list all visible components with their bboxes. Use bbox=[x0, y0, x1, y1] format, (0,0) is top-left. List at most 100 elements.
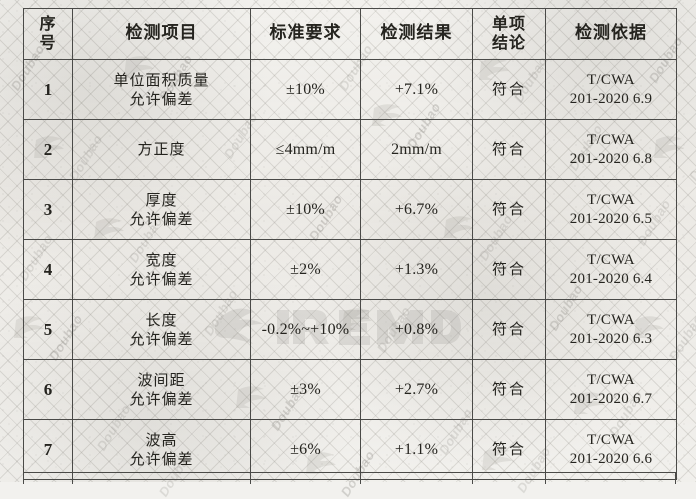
test-basis-line2: 201-2020 6.7 bbox=[569, 390, 653, 407]
inspection-results-table: 序 号 检测项目 标准要求 检测结果 单项 结论 检测依据 1 单位面积质量 允许偏… bbox=[23, 8, 677, 480]
test-basis-line1: T/CWA bbox=[587, 251, 635, 268]
cell-test-result: +0.8% bbox=[360, 299, 473, 360]
test-item-line1: 波间距 bbox=[137, 370, 186, 389]
cell-single-conclusion: 符合 bbox=[472, 59, 546, 120]
test-item-line2: 允许偏差 bbox=[129, 89, 194, 108]
column-header-single-conclusion-line2: 结论 bbox=[491, 33, 526, 52]
cell-standard-requirement: ±3% bbox=[250, 359, 361, 420]
cell-standard-requirement: ±10% bbox=[250, 59, 361, 120]
test-basis-line2: 201-2020 6.4 bbox=[569, 270, 653, 287]
test-basis-line1: T/CWA bbox=[587, 131, 635, 148]
standard-requirement-value: ±3% bbox=[290, 380, 321, 398]
test-result-value: +6.7% bbox=[394, 200, 439, 218]
cell-standard-requirement: ±2% bbox=[250, 239, 361, 300]
partial-divider-1 bbox=[71, 473, 73, 484]
cell-test-result: +7.1% bbox=[360, 59, 473, 120]
serial-number-value: 5 bbox=[43, 319, 53, 339]
header-row: 序 号 检测项目 标准要求 检测结果 单项 结论 检测依据 bbox=[23, 8, 677, 60]
test-basis-line1: T/CWA bbox=[587, 191, 635, 208]
partial-divider-5 bbox=[545, 473, 547, 484]
cell-serial-number: 6 bbox=[23, 359, 73, 420]
cell-single-conclusion: 符合 bbox=[472, 179, 546, 240]
test-item-line2: 允许偏差 bbox=[129, 329, 194, 348]
cell-test-result: +6.7% bbox=[360, 179, 473, 240]
test-item-line1: 波高 bbox=[145, 430, 178, 449]
test-item-line1: 厚度 bbox=[145, 190, 178, 209]
test-item-line2: 允许偏差 bbox=[129, 209, 194, 228]
partial-divider-4 bbox=[472, 473, 474, 484]
standard-requirement-value: -0.2%~+10% bbox=[261, 320, 350, 338]
cell-test-result: +2.7% bbox=[360, 359, 473, 420]
next-row-partial-top-border bbox=[23, 472, 676, 484]
column-header-single-conclusion-line1: 单项 bbox=[491, 14, 526, 34]
cell-test-item: 单位面积质量 允许偏差 bbox=[72, 59, 251, 120]
cell-test-basis: T/CWA 201-2020 6.8 bbox=[545, 119, 677, 180]
cell-serial-number: 1 bbox=[23, 59, 73, 120]
test-item-line2: 允许偏差 bbox=[129, 389, 194, 408]
standard-requirement-value: ±2% bbox=[290, 260, 321, 278]
test-result-value: 2mm/m bbox=[391, 140, 442, 158]
cell-single-conclusion: 符合 bbox=[472, 419, 546, 480]
cell-test-basis: T/CWA 201-2020 6.4 bbox=[545, 239, 677, 300]
table-row: 5 长度 允许偏差 -0.2%~+10% +0.8% 符合 T/CWA 201-2020 6.… bbox=[23, 299, 677, 360]
cell-single-conclusion: 符合 bbox=[472, 239, 546, 300]
cell-test-basis: T/CWA 201-2020 6.5 bbox=[545, 179, 677, 240]
test-basis-line2: 201-2020 6.9 bbox=[569, 90, 653, 107]
test-item-line2: 允许偏差 bbox=[129, 449, 194, 468]
cell-test-item: 长度 允许偏差 bbox=[72, 299, 251, 360]
table-row: 4 宽度 允许偏差 ±2% +1.3% 符合 T/CWA 201-2020 6.4 bbox=[23, 239, 677, 300]
test-item-line1: 方正度 bbox=[137, 140, 186, 159]
single-conclusion-value: 符合 bbox=[491, 140, 526, 159]
single-conclusion-value: 符合 bbox=[491, 440, 526, 459]
table-header: 序 号 检测项目 标准要求 检测结果 单项 结论 检测依据 bbox=[23, 8, 677, 60]
cell-serial-number: 7 bbox=[23, 419, 73, 480]
table-row: 6 波间距 允许偏差 ±3% +2.7% 符合 T/CWA 201-2020 6.7 bbox=[23, 359, 677, 420]
test-result-value: +7.1% bbox=[394, 80, 439, 98]
test-result-value: +0.8% bbox=[394, 320, 439, 338]
test-basis-line2: 201-2020 6.6 bbox=[569, 450, 653, 467]
standard-requirement-value: ≤4mm/m bbox=[275, 140, 336, 158]
standard-requirement-value: ±10% bbox=[286, 80, 325, 98]
cell-test-result: 2mm/m bbox=[360, 119, 473, 180]
test-basis-line2: 201-2020 6.8 bbox=[569, 150, 653, 167]
test-result-value: +1.1% bbox=[394, 440, 439, 458]
cell-test-item: 波高 允许偏差 bbox=[72, 419, 251, 480]
cell-standard-requirement: ≤4mm/m bbox=[250, 119, 361, 180]
single-conclusion-value: 符合 bbox=[491, 380, 526, 399]
cell-test-item: 波间距 允许偏差 bbox=[72, 359, 251, 420]
serial-number-value: 3 bbox=[43, 199, 53, 219]
test-item-line1: 长度 bbox=[145, 310, 178, 329]
test-basis-line1: T/CWA bbox=[587, 431, 635, 448]
column-header-serial-number-line1: 序 bbox=[39, 14, 57, 34]
standard-requirement-value: ±6% bbox=[290, 440, 321, 458]
cell-serial-number: 2 bbox=[23, 119, 73, 180]
table-row: 2 方正度 ≤4mm/m 2mm/m 符合 T/CWA 201-2020 6.8 bbox=[23, 119, 677, 180]
single-conclusion-value: 符合 bbox=[491, 200, 526, 219]
table-row: 7 波高 允许偏差 ±6% +1.1% 符合 T/CWA 201-2020 6.6 bbox=[23, 419, 677, 480]
column-header-serial-number-line2: 号 bbox=[39, 33, 57, 52]
partial-divider-3 bbox=[360, 473, 362, 484]
standard-requirement-value: ±10% bbox=[286, 200, 325, 218]
cell-single-conclusion: 符合 bbox=[472, 119, 546, 180]
table-row: 3 厚度 允许偏差 ±10% +6.7% 符合 T/CWA 201-2020 6.5 bbox=[23, 179, 677, 240]
test-result-value: +2.7% bbox=[394, 380, 439, 398]
column-header-single-conclusion: 单项 结论 bbox=[472, 8, 546, 60]
cell-test-result: +1.1% bbox=[360, 419, 473, 480]
test-item-line1: 宽度 bbox=[145, 250, 178, 269]
cell-single-conclusion: 符合 bbox=[472, 299, 546, 360]
cell-standard-requirement: ±6% bbox=[250, 419, 361, 480]
serial-number-value: 1 bbox=[43, 79, 53, 99]
test-basis-line2: 201-2020 6.5 bbox=[569, 210, 653, 227]
serial-number-value: 4 bbox=[43, 259, 53, 279]
cell-serial-number: 4 bbox=[23, 239, 73, 300]
cell-test-basis: T/CWA 201-2020 6.6 bbox=[545, 419, 677, 480]
test-result-value: +1.3% bbox=[394, 260, 439, 278]
cell-test-item: 方正度 bbox=[72, 119, 251, 180]
serial-number-value: 2 bbox=[43, 139, 53, 159]
test-item-line2: 允许偏差 bbox=[129, 269, 194, 288]
column-header-serial-number: 序 号 bbox=[23, 8, 73, 60]
table-row: 1 单位面积质量 允许偏差 ±10% +7.1% 符合 T/CWA 201-2020 6.9 bbox=[23, 59, 677, 120]
column-header-test-result: 检测结果 bbox=[360, 8, 473, 60]
cell-single-conclusion: 符合 bbox=[472, 359, 546, 420]
cell-standard-requirement: ±10% bbox=[250, 179, 361, 240]
